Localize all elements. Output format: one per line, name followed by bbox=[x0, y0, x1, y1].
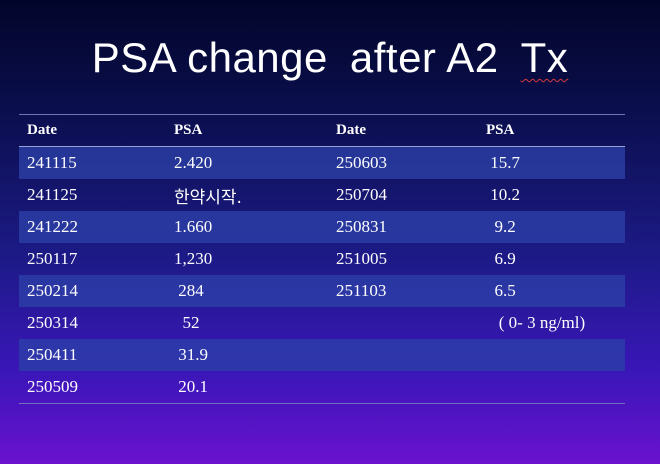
table-header-row: Date PSA Date PSA bbox=[19, 114, 625, 147]
date-cell: 241115 bbox=[19, 146, 166, 179]
table-row: 241222 1.660 250831 9.2 bbox=[19, 211, 625, 243]
psa-cell: 1,230 bbox=[174, 249, 213, 268]
header-date-1: Date bbox=[19, 114, 166, 147]
reference-range-note: ( 0- 3 ng/ml) bbox=[486, 313, 586, 332]
date-cell: 241125 bbox=[27, 185, 78, 204]
psa-cell: 6.5 bbox=[478, 275, 625, 307]
psa-cell: 20.1 bbox=[166, 371, 328, 404]
psa-cell: 31.9 bbox=[166, 339, 328, 371]
psa-cell: 284 bbox=[166, 275, 328, 307]
date-cell bbox=[328, 339, 478, 371]
title-psa-change: PSA change bbox=[91, 34, 328, 81]
date-cell: 250411 bbox=[19, 339, 166, 371]
header-psa-2: PSA bbox=[478, 114, 625, 147]
table-row: 250314 52 ( 0- 3 ng/ml) bbox=[19, 307, 625, 339]
psa-cell bbox=[478, 371, 625, 404]
psa-cell: 15.7 bbox=[478, 146, 625, 179]
date-cell: 250831 bbox=[328, 211, 478, 243]
header-psa-1: PSA bbox=[166, 114, 328, 147]
date-cell: 250603 bbox=[328, 146, 478, 179]
slide-title: PSA change after A2 Tx bbox=[0, 34, 660, 82]
date-cell: 250214 bbox=[19, 275, 166, 307]
psa-cell: 한약시작. bbox=[174, 187, 242, 208]
date-cell: 250704 bbox=[336, 185, 387, 204]
psa-table: Date PSA Date PSA 241115 2.420 250603 15… bbox=[19, 114, 625, 404]
psa-cell bbox=[478, 339, 625, 371]
table-row: 241125 한약시작. 250704 10.2 bbox=[19, 179, 625, 211]
table-row: 250214 284 251103 6.5 bbox=[19, 275, 625, 307]
table-row: 250509 20.1 bbox=[19, 371, 625, 404]
date-cell: 251103 bbox=[328, 275, 478, 307]
table-row: 241115 2.420 250603 15.7 bbox=[19, 146, 625, 179]
table-row: 250411 31.9 bbox=[19, 339, 625, 371]
date-cell: 251005 bbox=[336, 249, 387, 268]
date-cell: 241222 bbox=[19, 211, 166, 243]
header-date-2: Date bbox=[328, 114, 478, 147]
title-tx: Tx bbox=[520, 34, 569, 81]
title-after-a2: after A2 bbox=[349, 34, 499, 81]
psa-cell: 6.9 bbox=[486, 249, 516, 268]
date-cell: 250117 bbox=[27, 249, 78, 268]
psa-cell: 10.2 bbox=[486, 185, 520, 204]
psa-cell: 1.660 bbox=[166, 211, 328, 243]
date-cell: 250314 bbox=[27, 313, 78, 332]
date-cell bbox=[328, 371, 478, 404]
psa-cell: 9.2 bbox=[478, 211, 625, 243]
psa-cell: 52 bbox=[174, 313, 200, 332]
date-cell: 250509 bbox=[19, 371, 166, 404]
date-cell bbox=[328, 307, 478, 339]
table-row: 250117 1,230 251005 6.9 bbox=[19, 243, 625, 275]
psa-cell: 2.420 bbox=[166, 146, 328, 179]
